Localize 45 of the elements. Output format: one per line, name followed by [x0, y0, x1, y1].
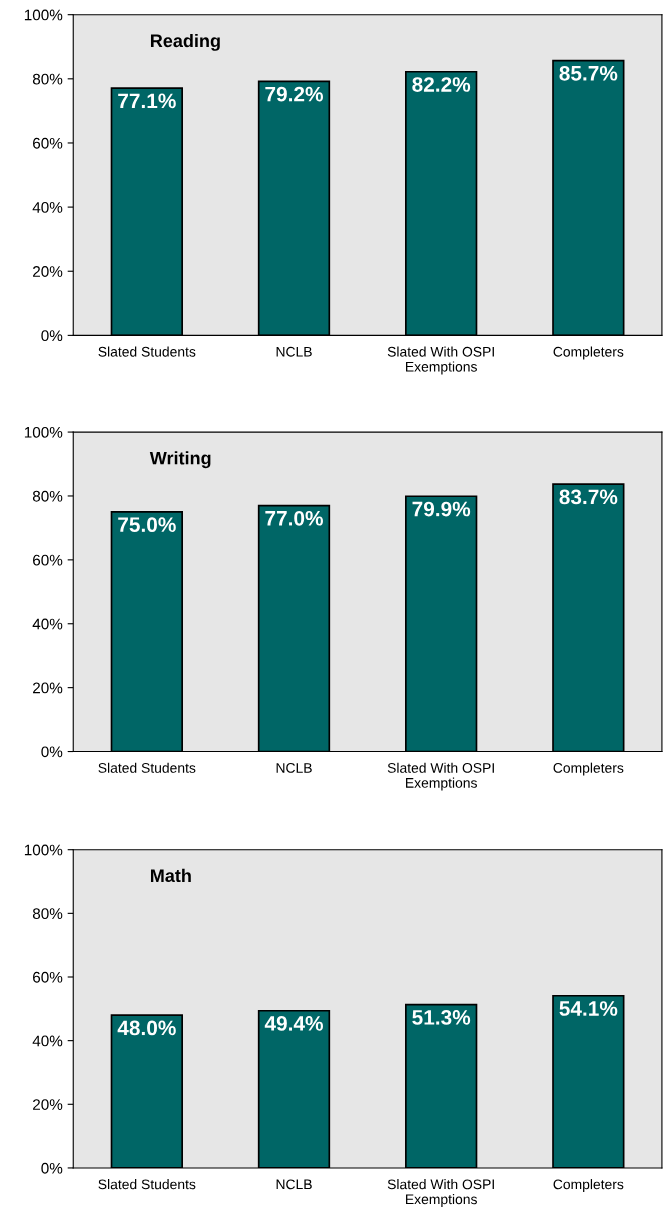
y-tick-label: 60% [33, 971, 63, 983]
data-label: 54.1% [559, 1001, 618, 1016]
x-tick-label: NCLB [276, 346, 312, 357]
x-tick-label: Slated Students [98, 1179, 196, 1190]
data-label: 85.7% [559, 65, 618, 81]
data-label: 75.0% [118, 517, 176, 533]
data-label: 49.4% [264, 1016, 323, 1031]
y-tick-label: 40% [32, 201, 63, 213]
x-tick-label: NCLB [276, 763, 312, 773]
y-tick-label: 60% [33, 554, 63, 566]
data-label: 82.2% [412, 77, 471, 92]
text: Writing [149, 451, 211, 469]
y-tick-label: 40% [32, 618, 63, 630]
data-label: 79.2% [265, 86, 323, 102]
x-tick-label: Completers [553, 346, 624, 360]
text: Math [150, 868, 191, 883]
y-tick-label: 80% [32, 490, 63, 502]
data-label: 79.9% [412, 501, 471, 517]
y-tick-label: 60% [33, 137, 63, 149]
y-tick-label: 100% [24, 9, 63, 21]
y-tick-label: 20% [33, 682, 63, 694]
data-label: 48.0% [117, 1020, 176, 1036]
y-tick-label: 100% [24, 426, 63, 438]
y-tick-label: 0% [41, 1162, 63, 1174]
x-tick-label: Completers [553, 762, 624, 776]
x-tick-label: NCLB [276, 1179, 312, 1190]
y-tick-label: 20% [33, 1099, 63, 1110]
y-tick-label: 100% [24, 844, 63, 856]
data-label: 77.1% [118, 93, 176, 109]
y-tick-label: 80% [32, 73, 63, 85]
data-label: 51.3% [412, 1010, 471, 1025]
data-label: 83.7% [559, 489, 618, 505]
y-tick-label: 80% [32, 908, 63, 920]
x-tick-label: Slated With OSPI Exemptions [387, 346, 494, 375]
x-tick-label: Slated With OSPI Exemptions [387, 762, 494, 791]
x-tick-label: Slated With OSPI Exemptions [387, 1179, 494, 1207]
y-tick-label: 40% [32, 1035, 63, 1047]
data-label: 77.0% [265, 510, 323, 526]
y-tick-label: 20% [33, 266, 63, 277]
x-tick-label: Completers [553, 1179, 624, 1192]
y-tick-label: 0% [41, 330, 63, 342]
x-tick-label: Slated Students [98, 346, 196, 357]
x-tick-label: Slated Students [98, 762, 196, 773]
text: Reading [150, 33, 220, 51]
y-tick-label: 0% [41, 746, 63, 758]
